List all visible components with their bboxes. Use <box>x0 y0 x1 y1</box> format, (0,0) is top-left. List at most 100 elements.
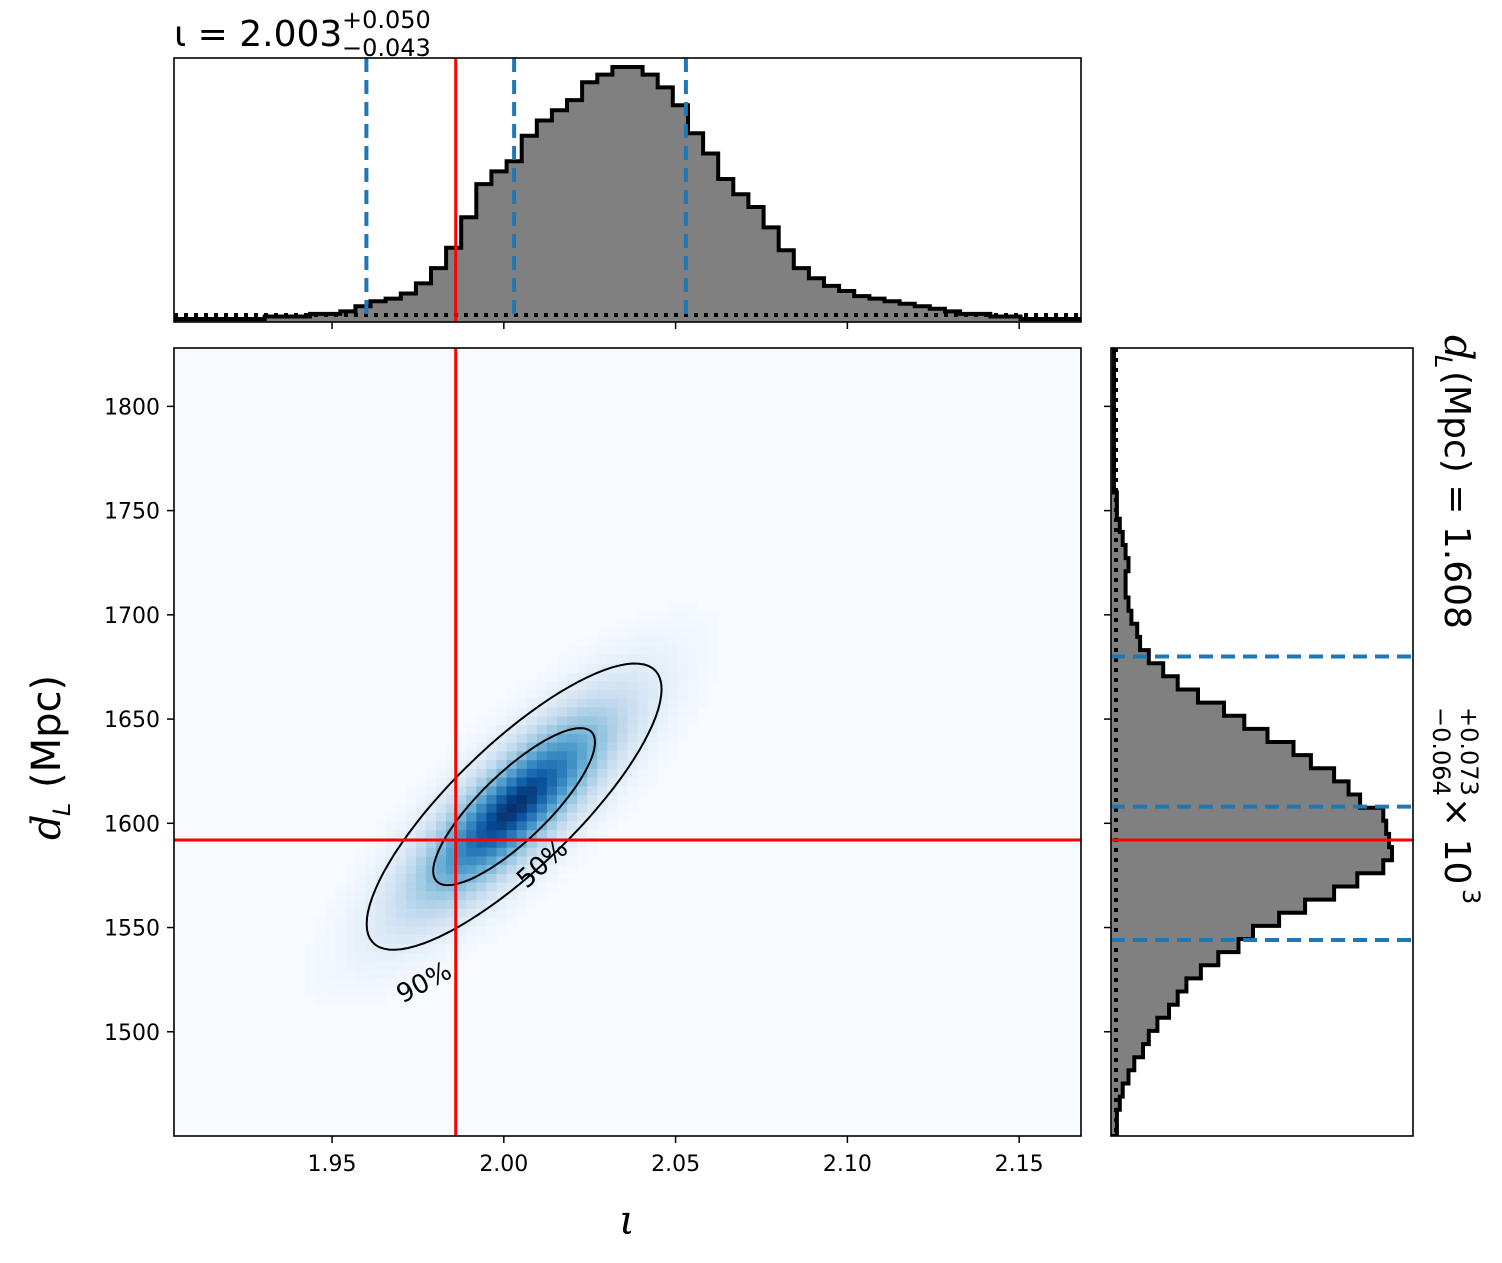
density-cell <box>597 750 608 761</box>
density-cell <box>436 785 447 796</box>
density-cell <box>587 645 598 656</box>
density-cell <box>506 794 518 804</box>
density-cell <box>617 742 629 752</box>
density-cell <box>667 698 679 708</box>
density-cell <box>657 750 669 761</box>
density-cell <box>587 733 598 743</box>
y-tick-label: 1800 <box>104 395 160 420</box>
density-cell <box>385 838 397 848</box>
density-cell <box>466 908 477 918</box>
density-cell <box>698 628 709 638</box>
density-cell <box>516 715 528 726</box>
density-cell <box>667 671 679 682</box>
density-cell <box>657 733 669 743</box>
density-cell <box>617 645 629 656</box>
main-density-panel: 50%90% 1.95 2.00 2.05 2.10 2.151500155016001… <box>104 347 1082 1177</box>
density-cell <box>516 812 528 822</box>
main-panel-frame <box>173 347 1082 1137</box>
density-cell <box>546 803 558 813</box>
density-cell <box>335 978 346 988</box>
density-cell <box>546 663 558 673</box>
density-cell <box>506 838 518 848</box>
density-cell <box>395 812 407 822</box>
density-cell <box>405 908 417 918</box>
density-cell <box>657 645 669 656</box>
density-cell <box>657 654 669 664</box>
density-cell <box>526 847 538 857</box>
density-cell <box>345 882 356 892</box>
density-cell <box>355 855 367 866</box>
density-cell <box>415 855 427 866</box>
density-cell <box>506 917 518 927</box>
density-cell <box>617 794 629 804</box>
density-cell <box>607 768 619 778</box>
density-cell <box>708 645 719 656</box>
density-cell <box>355 995 367 1006</box>
density-cell <box>365 925 377 936</box>
density-cell <box>395 803 407 813</box>
density-cell <box>365 943 377 953</box>
density-cell <box>325 917 336 927</box>
density-cell <box>365 882 377 892</box>
density-cell <box>476 812 488 822</box>
density-cell <box>436 812 447 822</box>
density-cell <box>526 820 538 831</box>
density-cell <box>627 785 639 796</box>
density-cell <box>446 794 457 804</box>
density-cell <box>657 689 669 699</box>
density-cell <box>516 847 528 857</box>
density-cell <box>698 619 709 629</box>
density-cell <box>687 706 699 717</box>
density-cell <box>305 969 316 979</box>
density-cell <box>546 785 558 796</box>
density-cell <box>546 864 558 874</box>
density-cell <box>395 899 407 909</box>
density-cell <box>657 724 669 734</box>
density-cell <box>385 873 397 883</box>
density-cell <box>516 706 528 717</box>
density-cell <box>355 899 367 909</box>
density-cell <box>446 960 457 971</box>
density-cell <box>385 952 397 962</box>
density-cell <box>687 636 699 647</box>
density-cell <box>567 654 578 664</box>
density-cell <box>526 899 538 909</box>
density-cell <box>385 890 397 901</box>
top-title: ι = 2.003 +0.050 −0.043 <box>174 6 431 62</box>
density-cell <box>506 864 518 874</box>
density-cell <box>456 820 467 831</box>
density-cell <box>577 777 588 787</box>
density-cell <box>436 768 447 778</box>
density-cell <box>526 768 538 778</box>
density-cell <box>446 829 457 839</box>
density-cell <box>325 960 336 971</box>
density-cell <box>637 706 649 717</box>
density-cell <box>637 619 649 629</box>
density-cell <box>607 733 619 743</box>
density-cell <box>667 610 679 621</box>
density-cell <box>627 777 639 787</box>
density-cell <box>627 706 639 717</box>
density-cell <box>587 663 598 673</box>
top-title-main: ι = 2.003 <box>174 14 342 55</box>
density-cell <box>506 750 518 761</box>
right-title-sup: +0.073 <box>1455 707 1483 796</box>
density-cell <box>315 960 326 971</box>
density-cell <box>375 838 387 848</box>
density-cell <box>315 952 326 962</box>
density-cell <box>687 715 699 726</box>
density-cell <box>627 636 639 647</box>
density-cell <box>425 943 437 953</box>
density-cell <box>385 899 397 909</box>
density-cell <box>466 768 477 778</box>
density-cell <box>647 671 659 682</box>
density-cell <box>687 663 699 673</box>
density-cell <box>325 899 336 909</box>
density-cell <box>405 847 417 857</box>
density-cell <box>587 768 598 778</box>
density-cell <box>667 706 679 717</box>
density-cell <box>536 794 548 804</box>
density-cell <box>425 847 437 857</box>
density-cell <box>345 864 356 874</box>
density-cell <box>577 785 588 796</box>
